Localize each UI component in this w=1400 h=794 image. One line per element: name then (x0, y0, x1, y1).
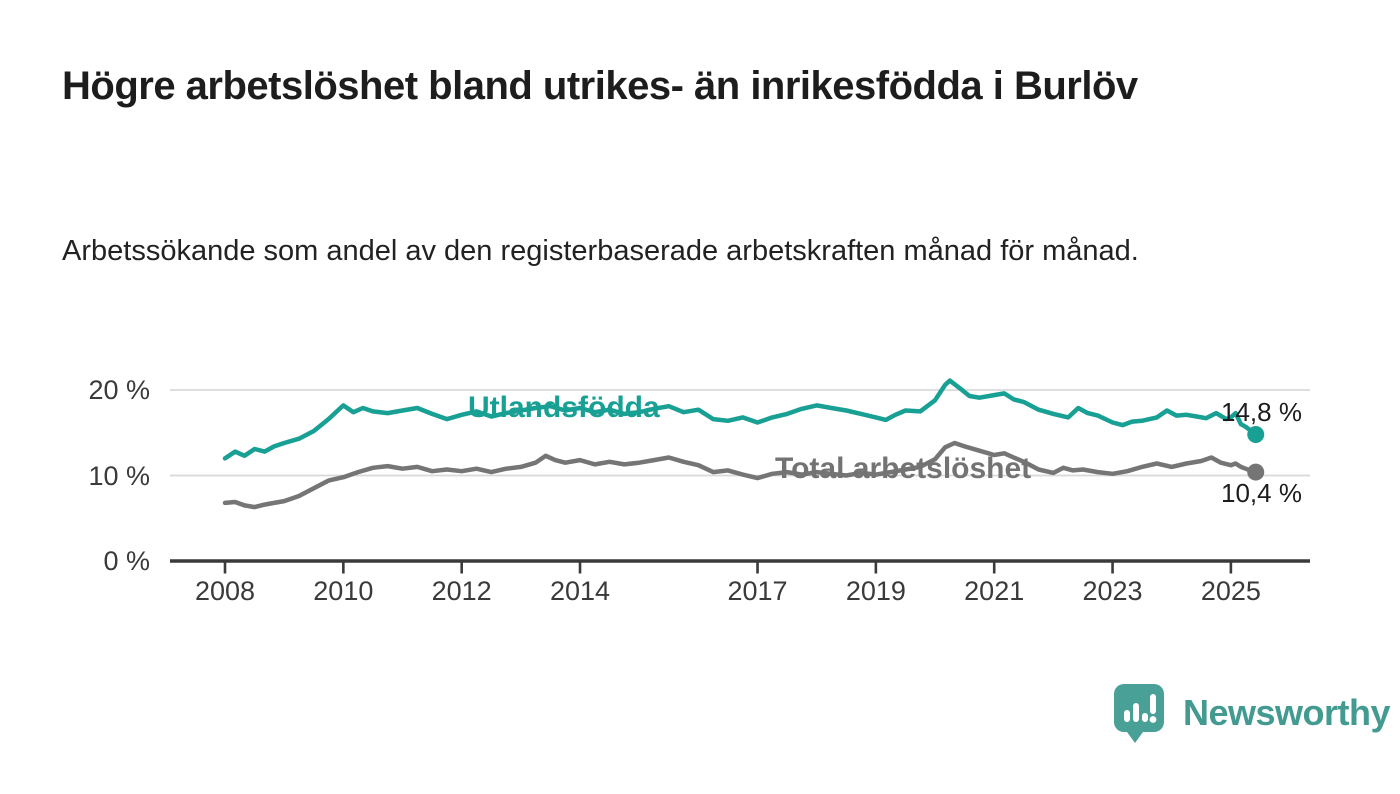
newsworthy-logo-icon (1114, 684, 1164, 743)
x-tick-label: 2017 (727, 576, 788, 606)
x-tick-label: 2012 (431, 576, 492, 606)
x-tick-label: 2014 (549, 576, 611, 606)
x-tick-label: 2010 (313, 576, 374, 606)
series-label-utlandsfodda: Utlandsfödda (468, 391, 660, 424)
x-tick-label: 2008 (194, 576, 256, 606)
chart-subtitle: Arbetssökande som andel av den registerb… (62, 235, 1139, 267)
y-tick-label: 0 % (103, 546, 150, 576)
newsworthy-logo-text: Newsworthy (1183, 692, 1391, 733)
x-tick-label: 2019 (845, 576, 906, 606)
series-label-total-arbetsloshet: Total arbetslöshet (775, 452, 1032, 485)
page-title: Högre arbetslöshet bland utrikes- än inr… (62, 64, 1138, 108)
series-line-total (222, 440, 1258, 510)
series-line-utlandsfodda (222, 378, 1258, 461)
end-dot-total (1247, 463, 1265, 481)
y-tick-label: 10 % (88, 460, 150, 491)
x-tick-label: 2025 (1200, 576, 1261, 606)
x-tick-label: 2021 (964, 576, 1025, 606)
x-tick-label: 2023 (1082, 576, 1143, 606)
end-value-label-utlandsfodda: 14,8 % (1221, 397, 1302, 427)
end-value-label-total: 10,4 % (1221, 478, 1302, 508)
newsworthy-logo: Newsworthy (1113, 683, 1391, 745)
y-tick-label: 20 % (88, 375, 150, 405)
end-dot-utlandsfodda (1247, 425, 1265, 443)
